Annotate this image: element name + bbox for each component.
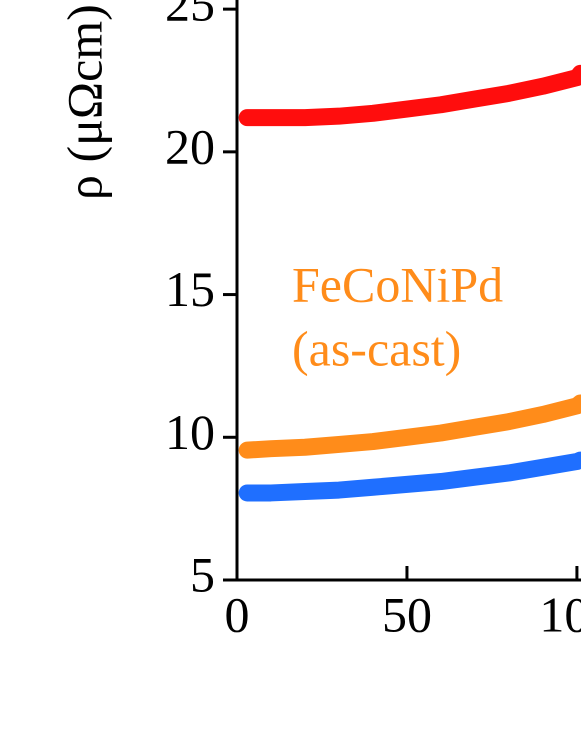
y-tick-label: 25 bbox=[165, 0, 215, 32]
y-tick-label: 15 bbox=[165, 261, 215, 317]
x-tick-label: 50 bbox=[382, 586, 432, 642]
annotation: FeCoNiPd bbox=[292, 256, 503, 312]
y-axis-label: ρ (μΩcm) bbox=[56, 4, 112, 200]
data-line bbox=[238, 394, 581, 459]
y-tick-label: 10 bbox=[165, 404, 215, 460]
data-line bbox=[238, 64, 581, 127]
annotation: (as-cast) bbox=[292, 320, 461, 376]
data-line bbox=[238, 451, 581, 502]
x-tick-label: 100 bbox=[539, 586, 581, 642]
y-tick-label: 20 bbox=[165, 118, 215, 174]
x-tick-label: 0 bbox=[225, 586, 250, 642]
y-tick-label: 5 bbox=[190, 546, 215, 602]
